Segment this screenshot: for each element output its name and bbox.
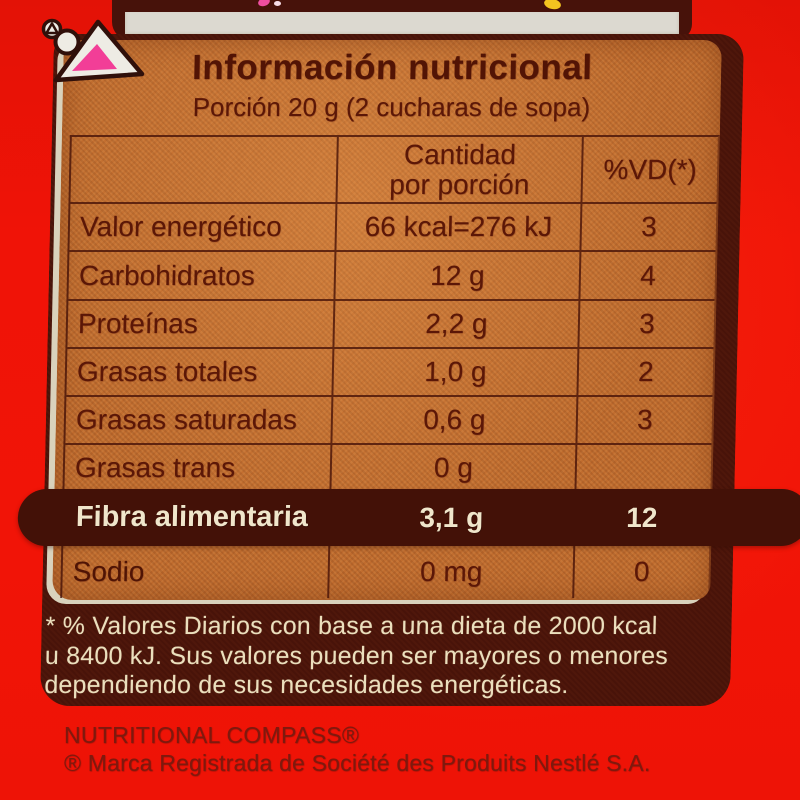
trademark-text: ® Marca Registrada de Société des Produi… bbox=[64, 750, 651, 776]
row-name-cell: Grasas totales bbox=[76, 356, 258, 387]
top-packaging-band bbox=[112, 0, 692, 40]
decorative-speck bbox=[274, 1, 281, 6]
row-amount-cell: 0 mg bbox=[327, 546, 574, 598]
nutrition-table: Cantidad por porción %VD(*) Valor energé… bbox=[17, 135, 800, 598]
footnote-line: u 8400 kJ. Sus valores pueden ser mayore… bbox=[44, 641, 669, 670]
footnote-line: dependiendo de sus necesidades energétic… bbox=[44, 671, 569, 699]
table-row: Proteínas 2,2 g 3 bbox=[67, 299, 715, 347]
row-name-cell: Grasas saturadas bbox=[75, 404, 298, 435]
header-vd-cell: %VD(*) bbox=[580, 137, 718, 202]
row-name-cell: Proteínas bbox=[77, 308, 199, 339]
header-amount-line1: Cantidad bbox=[403, 139, 517, 171]
top-white-bar bbox=[125, 12, 679, 36]
row-name-cell: Carbohidratos bbox=[78, 259, 256, 291]
row-vd-cell: 2 bbox=[576, 349, 714, 395]
table-row: Carbohidratos 12 g 4 bbox=[68, 250, 716, 299]
table-row: Grasas trans 0 g bbox=[64, 443, 712, 491]
footnote-line: * % Valores Diarios con base a una dieta… bbox=[45, 612, 658, 640]
row-amount-cell: 2,2 g bbox=[332, 301, 579, 347]
row-vd-cell: 12 bbox=[625, 501, 658, 533]
table-row: Grasas totales 1,0 g 2 bbox=[66, 347, 714, 395]
table-row: Grasas saturadas 0,6 g 3 bbox=[65, 395, 713, 443]
row-name-cell: Fibra alimentaria bbox=[75, 501, 309, 533]
row-name-cell: Grasas trans bbox=[74, 452, 236, 483]
header-vd-label: %VD(*) bbox=[603, 153, 698, 185]
row-amount-cell: 66 kcal=276 kJ bbox=[334, 204, 581, 250]
portion-size-text: Porción 20 g (2 cucharas de sopa) bbox=[192, 92, 591, 122]
row-vd-cell: 0 bbox=[572, 546, 710, 598]
decorative-speck bbox=[543, 0, 562, 11]
row-vd-cell: 3 bbox=[577, 301, 715, 347]
panel-title: Información nutricional bbox=[191, 48, 593, 87]
row-amount-cell: 1,0 g bbox=[331, 349, 578, 395]
row-name-cell: Sodio bbox=[72, 556, 145, 587]
table-row: Valor energético 66 kcal=276 kJ 3 bbox=[69, 202, 717, 250]
nutrition-panel: Información nutricional Porción 20 g (2 … bbox=[17, 34, 800, 706]
header-amount-line2: por porción bbox=[388, 168, 530, 200]
triangle-portion-logo-icon bbox=[41, 18, 145, 83]
decorative-speck bbox=[257, 0, 271, 8]
highlighted-row-fibra: Fibra alimentaria 3,1 g 12 bbox=[17, 489, 800, 546]
row-vd-cell: 3 bbox=[579, 204, 717, 250]
table-row: Sodio 0 mg 0 bbox=[62, 546, 710, 598]
header-amount-cell: Cantidad por porción bbox=[335, 137, 582, 202]
row-amount-cell: 3,1 g bbox=[419, 501, 484, 533]
nutritional-compass-text: NUTRITIONAL COMPASS® bbox=[64, 722, 360, 748]
row-vd-cell: 4 bbox=[578, 252, 716, 299]
daily-values-footnote: * % Valores Diarios con base a una dieta… bbox=[44, 612, 710, 701]
row-amount-cell: 12 g bbox=[333, 252, 580, 299]
row-amount-cell: 0 g bbox=[329, 445, 576, 491]
nutrition-table-area: Información nutricional Porción 20 g (2 … bbox=[17, 40, 800, 600]
row-amount-cell: 0,6 g bbox=[330, 397, 577, 443]
table-header-row: Cantidad por porción %VD(*) bbox=[70, 137, 718, 202]
header-empty-cell bbox=[70, 137, 336, 202]
row-name-cell: Valor energético bbox=[79, 211, 283, 242]
row-vd-cell bbox=[574, 445, 712, 491]
row-vd-cell: 3 bbox=[575, 397, 713, 443]
